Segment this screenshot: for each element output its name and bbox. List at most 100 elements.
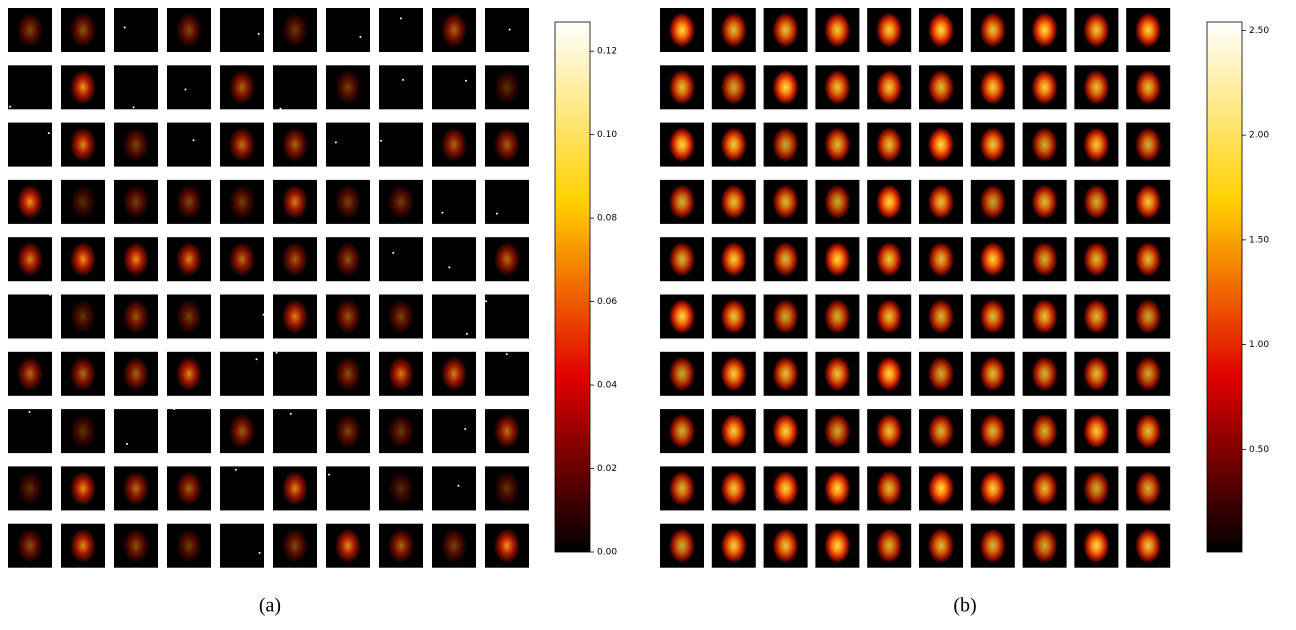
image-cell: [114, 65, 158, 110]
digit-glow: [1083, 413, 1110, 449]
noise-dot: [9, 105, 12, 108]
image-cell: [114, 409, 158, 454]
digit-glow: [772, 69, 799, 105]
digit-glow: [69, 241, 97, 277]
image-cell: [8, 122, 52, 167]
digit-glow: [927, 127, 955, 163]
digit-glow: [1083, 69, 1110, 105]
digit-glow: [387, 470, 415, 506]
noise-dot: [380, 139, 383, 142]
digit-glow: [668, 298, 696, 335]
noise-dot: [123, 26, 126, 29]
digit-glow: [1083, 241, 1110, 277]
noise-dot: [334, 141, 337, 144]
digit-glow: [334, 528, 362, 564]
digit-glow: [668, 127, 696, 163]
digit-glow: [69, 528, 97, 564]
colorbar-a: [554, 21, 591, 553]
tick-label: 0.00: [597, 548, 617, 558]
digit-glow: [493, 127, 521, 163]
digit-glow: [720, 12, 747, 48]
digit-glow: [927, 528, 955, 564]
image-cell: [485, 294, 529, 339]
digit-glow: [824, 184, 851, 220]
digit-glow: [1083, 184, 1110, 220]
digit-glow: [1083, 528, 1110, 564]
digit-glow: [979, 241, 1006, 277]
digit-glow: [69, 69, 97, 105]
digit-glow: [493, 528, 521, 564]
digit-glow: [122, 298, 150, 335]
image-cell: [379, 8, 423, 52]
digit-glow: [979, 470, 1006, 506]
image-cell: [432, 179, 476, 224]
digit-glow: [1135, 241, 1162, 277]
digit-glow: [1135, 12, 1162, 48]
image-cell: [8, 294, 52, 339]
tick-label: 2.00: [1249, 131, 1269, 141]
digit-glow: [1031, 241, 1058, 277]
image-cell: [273, 409, 317, 454]
image-cell: [167, 122, 211, 167]
noise-dot: [234, 468, 237, 471]
digit-glow: [16, 356, 44, 392]
digit-glow: [668, 528, 696, 564]
digit-glow: [228, 413, 256, 449]
digit-glow: [772, 470, 799, 506]
digit-glow: [281, 241, 309, 277]
digit-glow: [440, 127, 468, 163]
digit-glow: [281, 127, 309, 163]
noise-dot: [255, 358, 258, 361]
digit-glow: [334, 241, 362, 277]
digit-glow: [979, 12, 1006, 48]
digit-glow: [440, 12, 468, 48]
digit-glow: [122, 184, 150, 220]
image-cell: [485, 351, 529, 396]
image-cell: [432, 466, 476, 511]
digit-glow: [69, 127, 97, 163]
digit-glow: [122, 127, 150, 163]
digit-glow: [979, 413, 1006, 449]
digit-glow: [69, 298, 97, 335]
noise-dot: [257, 32, 260, 35]
digit-glow: [122, 470, 150, 506]
image-cell: [326, 122, 370, 167]
digit-glow: [334, 298, 362, 335]
digit-glow: [16, 12, 44, 48]
image-cell: [379, 65, 423, 110]
digit-glow: [668, 184, 696, 220]
digit-glow: [175, 528, 203, 564]
image-cell: [432, 294, 476, 339]
digit-glow: [772, 12, 799, 48]
digit-glow: [69, 413, 97, 449]
image-cell: [273, 351, 317, 396]
digit-glow: [1031, 127, 1058, 163]
digit-glow: [334, 69, 362, 105]
image-cell: [432, 65, 476, 110]
noise-dot: [485, 300, 488, 303]
noise-dot: [457, 484, 460, 487]
digit-glow: [228, 127, 256, 163]
digit-glow: [876, 413, 903, 449]
digit-glow: [1031, 528, 1058, 564]
digit-glow: [668, 241, 696, 277]
image-cell: [220, 294, 264, 339]
digit-glow: [1031, 298, 1058, 335]
digit-glow: [281, 298, 309, 335]
digit-glow: [824, 413, 851, 449]
noise-dot: [184, 88, 187, 91]
noise-dot: [192, 139, 195, 142]
digit-glow: [668, 356, 696, 392]
digit-glow: [1083, 470, 1110, 506]
digit-glow: [772, 127, 799, 163]
digit-glow: [824, 241, 851, 277]
digit-glow: [1135, 528, 1162, 564]
digit-glow: [1135, 298, 1162, 335]
digit-glow: [876, 298, 903, 335]
digit-glow: [772, 241, 799, 277]
digit-glow: [1135, 184, 1162, 220]
digit-glow: [1031, 413, 1058, 449]
noise-dot: [465, 79, 468, 82]
noise-dot: [402, 78, 405, 81]
digit-glow: [334, 356, 362, 392]
